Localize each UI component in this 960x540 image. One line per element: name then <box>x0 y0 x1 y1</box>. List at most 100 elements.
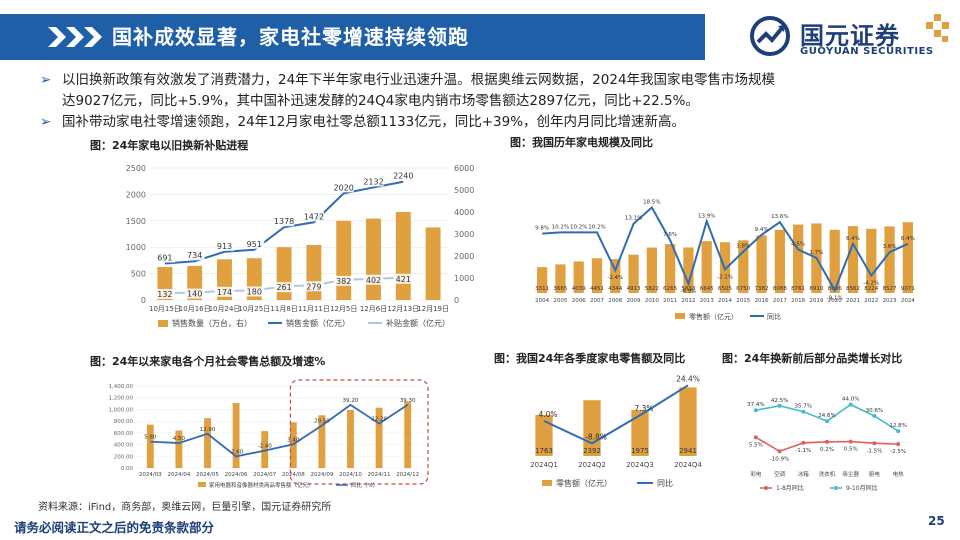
bar-monthly-retail <box>318 415 326 468</box>
y-tick-right: 0 <box>454 296 459 305</box>
bullet-1-cont: 达9027亿元，同比+5.9%，其中国补迅速发酵的24Q4家电内销市场零售额达2… <box>62 93 699 109</box>
series-sep-oct-label: 42.5% <box>771 398 788 404</box>
bar-monthly-retail <box>404 401 412 468</box>
legend-label-retail: 家用电器和音像器材类商品零售额（亿元） <box>209 481 314 489</box>
y-tick-right: 6000 <box>454 164 474 173</box>
legend-label-sep-oct: 9-10月同比 <box>846 484 878 492</box>
company-logo: 国元证券 GUOYUAN SECURITIES <box>742 10 952 64</box>
bar-monthly-retail <box>261 431 269 468</box>
bar-annual-retail <box>884 226 895 293</box>
bar-value-label: 1763 <box>535 447 553 455</box>
y-tick-left: 1,400.00 <box>109 384 134 390</box>
series-subsidy-label: 402 <box>366 276 381 285</box>
series-sales-amount-label-bg <box>363 176 384 187</box>
x-tick-label: 冰箱 <box>798 470 810 478</box>
x-tick-label: 2011 <box>663 298 677 304</box>
bar-value-label: 2941 <box>679 447 697 455</box>
series-sep-oct-label: 44.0% <box>842 397 859 403</box>
legend-swatch-retail <box>198 482 206 487</box>
bar-value-label: 8562 <box>846 286 860 292</box>
logo-name-cn: 国元证券 <box>800 22 900 50</box>
series-sep-oct-label: 12.8% <box>889 423 906 429</box>
bullet-1: ➢ 以旧换新政策有效激发了消费潜力，24年下半年家电行业迅速升温。根据奥维云网数据… <box>40 70 930 91</box>
series-jan-aug-label: 0.5% <box>844 447 858 453</box>
series-subsidy-label-bg <box>244 286 265 297</box>
series-yoy-label: 7.6% <box>663 232 677 238</box>
series-sep-oct-label: 35.7% <box>795 404 812 410</box>
bar-monthly-retail <box>175 430 183 468</box>
series-subsidy-label: 261 <box>276 283 291 292</box>
x-tick-label: 11月11日 <box>298 305 330 313</box>
bar-quarterly-retail <box>631 409 649 456</box>
y-tick-left: 2500 <box>126 164 146 173</box>
series-yoy-label: 7.3% <box>634 404 653 413</box>
series-yoy-label: 6.4% <box>846 236 860 242</box>
x-tick-label: 12月13日 <box>387 305 419 313</box>
x-tick-label: 2024Q1 <box>530 461 558 469</box>
y-tick-left: 1,200.00 <box>109 396 134 402</box>
series-sep-oct-point <box>872 413 877 418</box>
series-yoy-label: 13.1% <box>625 216 642 222</box>
series-yoy-label: 39.20 <box>343 398 359 404</box>
series-sales-amount-label: 1472 <box>304 212 324 221</box>
legend-label-yoy: 同比（%） <box>351 481 378 489</box>
series-jan-aug-label: -2.5% <box>890 449 906 455</box>
y-tick-left: 2000 <box>126 190 146 199</box>
chart-subsidy-progress: 0 500 1000 1500 2000 2500 0 1000 2000 3000 4000 500… <box>126 164 475 328</box>
series-jan-aug-point <box>872 441 877 446</box>
bar-annual-retail <box>847 226 859 293</box>
x-tick-label: 2024/08 <box>282 472 305 478</box>
series-subsidy-label-bg <box>333 275 354 286</box>
y-tick-right: 5000 <box>454 186 474 195</box>
series-subsidy-label: 382 <box>336 277 351 286</box>
bar-monthly-retail <box>232 402 240 468</box>
x-tick-label: 电热 <box>893 470 905 478</box>
legend-swatch-retail <box>542 480 552 486</box>
series-yoy-line <box>150 403 409 458</box>
bar-annual-retail <box>591 258 603 293</box>
x-tick-label: 2012 <box>681 298 695 304</box>
page-number: 25 <box>928 514 945 528</box>
series-jan-aug-point <box>753 435 758 440</box>
bar-value-label: 6645 <box>700 286 714 292</box>
x-tick-label: 2007 <box>590 298 604 304</box>
highlight-box <box>289 379 429 485</box>
bullet-arrow-icon: ➢ <box>40 114 52 130</box>
y-tick-right: 3000 <box>454 230 474 239</box>
x-tick-label: 2017 <box>773 298 787 304</box>
x-tick-label: 吸尘器 <box>842 470 859 478</box>
bar-value-label: 8761 <box>791 286 805 292</box>
series-sep-oct-label: 24.6% <box>818 413 835 419</box>
series-subsidy-label-bg <box>303 281 324 292</box>
y-tick-left: 500 <box>131 270 146 279</box>
legend-label-amount: 销售金额（亿元） <box>286 318 350 328</box>
caption-chart-3: 图：24年以来家电各个月社会零售总额及增速% <box>90 355 326 368</box>
y-tick-left: 400.00 <box>114 443 134 449</box>
series-subsidy-label-bg <box>154 289 175 300</box>
bar-value-label: 4039 <box>572 286 586 292</box>
x-tick-label: 2023 <box>883 298 897 304</box>
x-tick-label: 2018 <box>791 298 805 304</box>
series-yoy-label: -2.1% <box>717 274 733 280</box>
series-yoy-label: 4.50 <box>173 436 186 442</box>
x-tick-label: 10月24日 <box>209 305 241 313</box>
x-tick-label: 2013 <box>700 298 714 304</box>
series-sales-amount-label-bg <box>154 252 175 263</box>
caption-chart-1: 图：24年家电以旧换新补贴进程 <box>90 139 249 152</box>
legend-label-qty: 销售数量（万台，右） <box>172 318 252 328</box>
series-subsidy-label: 421 <box>396 275 411 284</box>
bar-annual-retail <box>866 228 877 293</box>
bar-annual-retail <box>774 229 785 293</box>
bar-sales-qty <box>306 245 322 300</box>
summary-bullets: ➢ 以旧换新政策有效激发了消费潜力，24年下半年家电行业迅速升温。根据奥维云网数据… <box>40 70 930 133</box>
bar-sales-qty <box>425 227 441 300</box>
x-tick-label: 2015 <box>736 298 750 304</box>
series-sales-amount-label-bg <box>214 240 235 251</box>
legend-label-retail: 零售额（亿元） <box>556 478 612 488</box>
series-sales-amount-label-bg <box>184 250 205 261</box>
series-yoy-label: -2.4% <box>607 275 623 281</box>
x-tick-label: 2024 <box>901 298 915 304</box>
chevron-arrows-icon <box>48 14 104 60</box>
bar-value-label: 4344 <box>608 286 622 292</box>
y-tick-left: 600.00 <box>114 431 134 437</box>
